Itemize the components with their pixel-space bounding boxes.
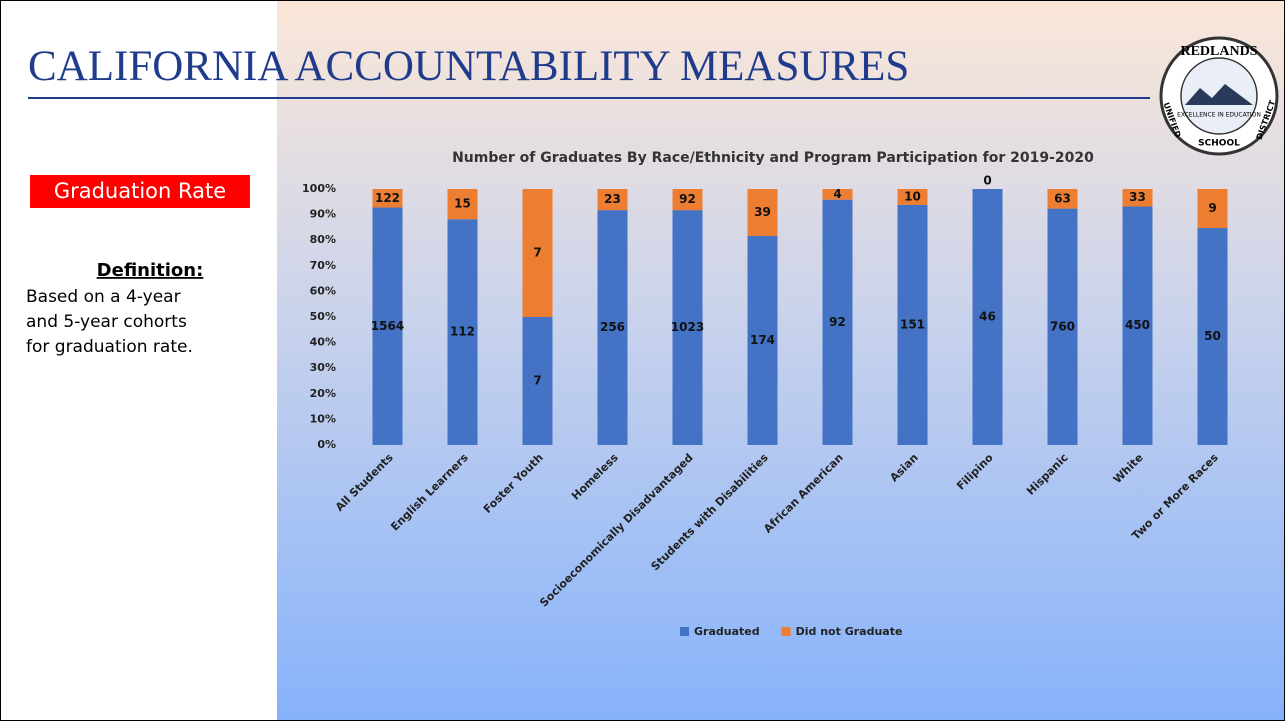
definition-line: Based on a 4-year: [26, 287, 181, 307]
data-label: 174: [750, 333, 775, 347]
definition-line: and 5-year cohorts: [26, 312, 187, 332]
section-box: [30, 175, 250, 208]
y-tick-label: 70%: [310, 259, 336, 272]
data-label: 92: [829, 315, 846, 329]
bar-segment: [1047, 189, 1078, 209]
definition-heading: Definition:: [97, 260, 204, 281]
data-label: 4: [833, 187, 841, 201]
bar-segment: [1197, 228, 1228, 445]
data-label: 15: [454, 197, 471, 211]
logo-text: EXCELLENCE IN EDUCATION: [1177, 112, 1261, 119]
chart-title: Number of Graduates By Race/Ethnicity an…: [452, 150, 1094, 166]
data-label: 0: [983, 174, 991, 188]
legend-swatch: [781, 627, 791, 636]
y-tick-label: 90%: [310, 208, 336, 221]
data-label: 7: [533, 374, 541, 388]
data-label: 23: [604, 192, 621, 206]
y-tick-label: 60%: [310, 284, 336, 297]
bar-segment: [747, 189, 778, 236]
data-label: 151: [900, 317, 925, 331]
data-label: 33: [1129, 190, 1146, 204]
y-tick-label: 10%: [310, 412, 336, 425]
data-label: 256: [600, 320, 625, 334]
bar-segment: [522, 317, 553, 445]
y-tick-label: 20%: [310, 387, 336, 400]
data-label: 50: [1204, 329, 1221, 343]
data-label: 9: [1208, 201, 1216, 215]
bar-segment: [897, 189, 928, 205]
bar-segment: [1197, 189, 1228, 229]
y-tick-label: 50%: [310, 310, 336, 323]
logo-text: REDLANDS: [1180, 44, 1257, 59]
logo-text: SCHOOL: [1198, 139, 1240, 149]
bar-segment: [372, 207, 403, 445]
slide-title: CALIFORNIA ACCOUNTABILITY MEASURES: [28, 43, 909, 90]
data-label: 1564: [371, 319, 404, 333]
bar-segment: [747, 235, 778, 445]
y-tick-label: 40%: [310, 336, 336, 349]
data-label: 450: [1125, 318, 1150, 332]
bar-segment: [1122, 206, 1153, 445]
logo-mountains: [1185, 84, 1253, 105]
legend-label: Did not Graduate: [796, 625, 903, 638]
bar-segment: [522, 189, 553, 317]
bar-segment: [822, 199, 853, 445]
bar-segment: [447, 219, 478, 445]
bar-segment: [897, 204, 928, 445]
data-label: 39: [754, 205, 771, 219]
data-label: 112: [450, 325, 475, 339]
y-tick-label: 30%: [310, 361, 336, 374]
bar-segment: [1047, 208, 1078, 445]
legend-swatch: [680, 627, 689, 636]
y-tick-label: 80%: [310, 233, 336, 246]
bar-segment: [822, 189, 853, 200]
logo: REDLANDS EXCELLENCE IN EDUCATION UNIFIED…: [1159, 36, 1279, 156]
bar-segment: [447, 189, 478, 220]
bar-segment: [597, 210, 628, 445]
definition-line: for graduation rate.: [26, 337, 193, 357]
y-tick-label: 100%: [302, 182, 336, 195]
bar-segment: [597, 189, 628, 211]
data-label: 92: [679, 192, 696, 206]
legend-label: Graduated: [694, 625, 760, 638]
y-tick-label: 0%: [317, 438, 336, 451]
bar-segment: [372, 189, 403, 208]
bar-segment: [672, 189, 703, 211]
data-label: 760: [1050, 319, 1075, 333]
data-label: 10: [904, 189, 921, 203]
bar-segment: [672, 210, 703, 445]
data-label: 63: [1054, 191, 1071, 205]
bar-segment: [972, 189, 1003, 445]
data-label: 122: [375, 191, 400, 205]
section-label: Graduation Rate: [54, 179, 226, 203]
data-label: 7: [533, 246, 541, 260]
data-label: 46: [979, 310, 996, 324]
data-label: 1023: [671, 320, 704, 334]
chart-background: [277, 1, 1284, 721]
bar-segment: [1122, 189, 1153, 207]
